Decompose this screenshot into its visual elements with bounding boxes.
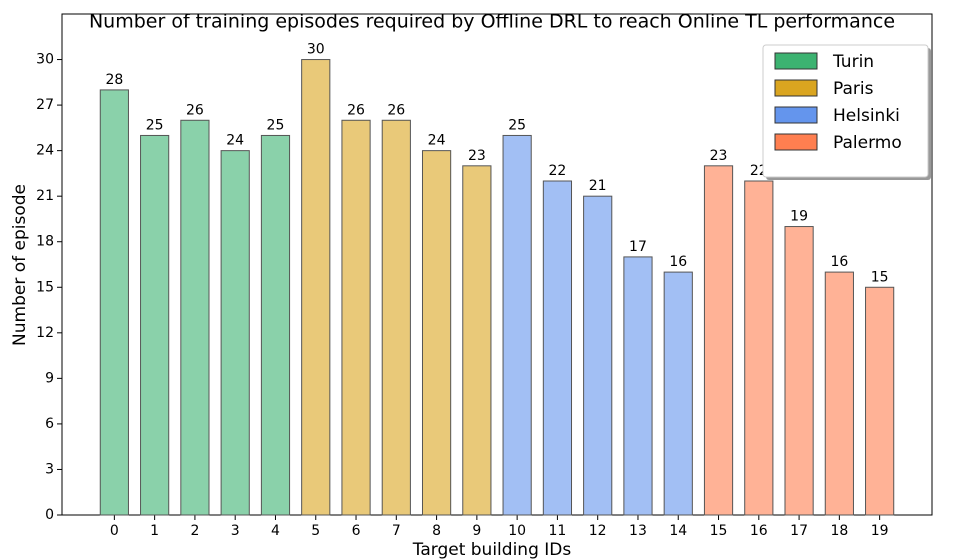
bar: [341, 119, 371, 516]
data-label: 15: [871, 269, 889, 285]
data-label: 23: [468, 148, 486, 164]
bar: [301, 59, 331, 516]
chart-title: Number of training episodes required by …: [89, 11, 895, 33]
x-tick-label: 4: [271, 523, 280, 539]
bar: [824, 271, 854, 516]
y-axis-label: Number of episode: [10, 184, 30, 346]
x-tick-label: 17: [790, 523, 808, 539]
data-label: 24: [226, 133, 244, 149]
bar: [703, 165, 734, 516]
bar: [140, 134, 170, 516]
data-label: 25: [267, 117, 285, 133]
data-label: 30: [307, 42, 325, 58]
y-tick-label: 18: [36, 234, 54, 250]
y-tick-label: 0: [45, 507, 54, 523]
legend-swatch: [774, 106, 818, 124]
data-label: 19: [790, 209, 808, 225]
bar: [180, 119, 210, 516]
plot-frame: [61, 13, 933, 516]
x-tick-label: 3: [231, 523, 240, 539]
bar: [784, 226, 814, 516]
bar: [462, 165, 492, 516]
data-label: 25: [508, 117, 526, 133]
x-tick-label: 11: [549, 523, 567, 539]
bar: [583, 195, 613, 516]
legend-swatch: [774, 79, 818, 97]
x-tick-label: 8: [432, 523, 441, 539]
legend-swatch: [774, 133, 818, 151]
y-tick-label: 15: [36, 279, 54, 295]
data-label: 16: [669, 254, 687, 270]
x-tick-label: 15: [710, 523, 728, 539]
data-label: 21: [589, 178, 607, 194]
x-tick-label: 2: [190, 523, 199, 539]
x-tick-label: 10: [508, 523, 526, 539]
data-label: 22: [549, 163, 567, 179]
y-tick-label: 3: [45, 461, 54, 477]
legend-label: Palermo: [833, 133, 902, 153]
x-tick-label: 0: [110, 523, 119, 539]
x-tick-label: 6: [352, 523, 361, 539]
y-tick-label: 12: [36, 325, 54, 341]
y-tick-label: 9: [45, 370, 54, 386]
x-tick-label: 9: [472, 523, 481, 539]
data-label: 24: [428, 133, 446, 149]
y-tick-label: 24: [36, 143, 54, 159]
x-tick-label: 1: [150, 523, 159, 539]
data-label: 26: [387, 102, 405, 118]
x-tick-label: 7: [392, 523, 401, 539]
x-tick-label: 12: [589, 523, 607, 539]
x-tick-label: 5: [311, 523, 320, 539]
y-tick-label: 21: [36, 188, 54, 204]
bar: [502, 134, 532, 516]
data-label: 16: [830, 254, 848, 270]
bar: [220, 150, 250, 516]
legend-label: Paris: [833, 79, 874, 99]
legend-label: Turin: [832, 52, 874, 72]
bar: [99, 89, 129, 516]
bar: [744, 180, 774, 516]
data-label: 25: [146, 117, 164, 133]
bar: [542, 180, 573, 516]
x-tick-label: 19: [871, 523, 889, 539]
data-label: 28: [105, 72, 123, 88]
bar: [623, 256, 653, 516]
bar: [663, 271, 693, 516]
data-label: 26: [347, 102, 365, 118]
y-tick-label: 27: [36, 97, 54, 113]
y-tick-label: 6: [45, 416, 54, 432]
data-label: 26: [186, 102, 204, 118]
bar: [865, 286, 895, 516]
x-tick-label: 14: [669, 523, 687, 539]
y-tick-label: 30: [36, 52, 54, 68]
bar: [421, 150, 452, 516]
x-tick-label: 18: [830, 523, 848, 539]
data-label: 23: [710, 148, 728, 164]
legend-swatch: [774, 52, 818, 70]
data-label: 17: [629, 239, 647, 255]
x-tick-label: 16: [750, 523, 768, 539]
bar: [381, 119, 411, 516]
bar: [260, 134, 291, 516]
x-axis-label: Target building IDs: [412, 540, 572, 559]
legend-label: Helsinki: [833, 106, 900, 126]
x-tick-label: 13: [629, 523, 647, 539]
